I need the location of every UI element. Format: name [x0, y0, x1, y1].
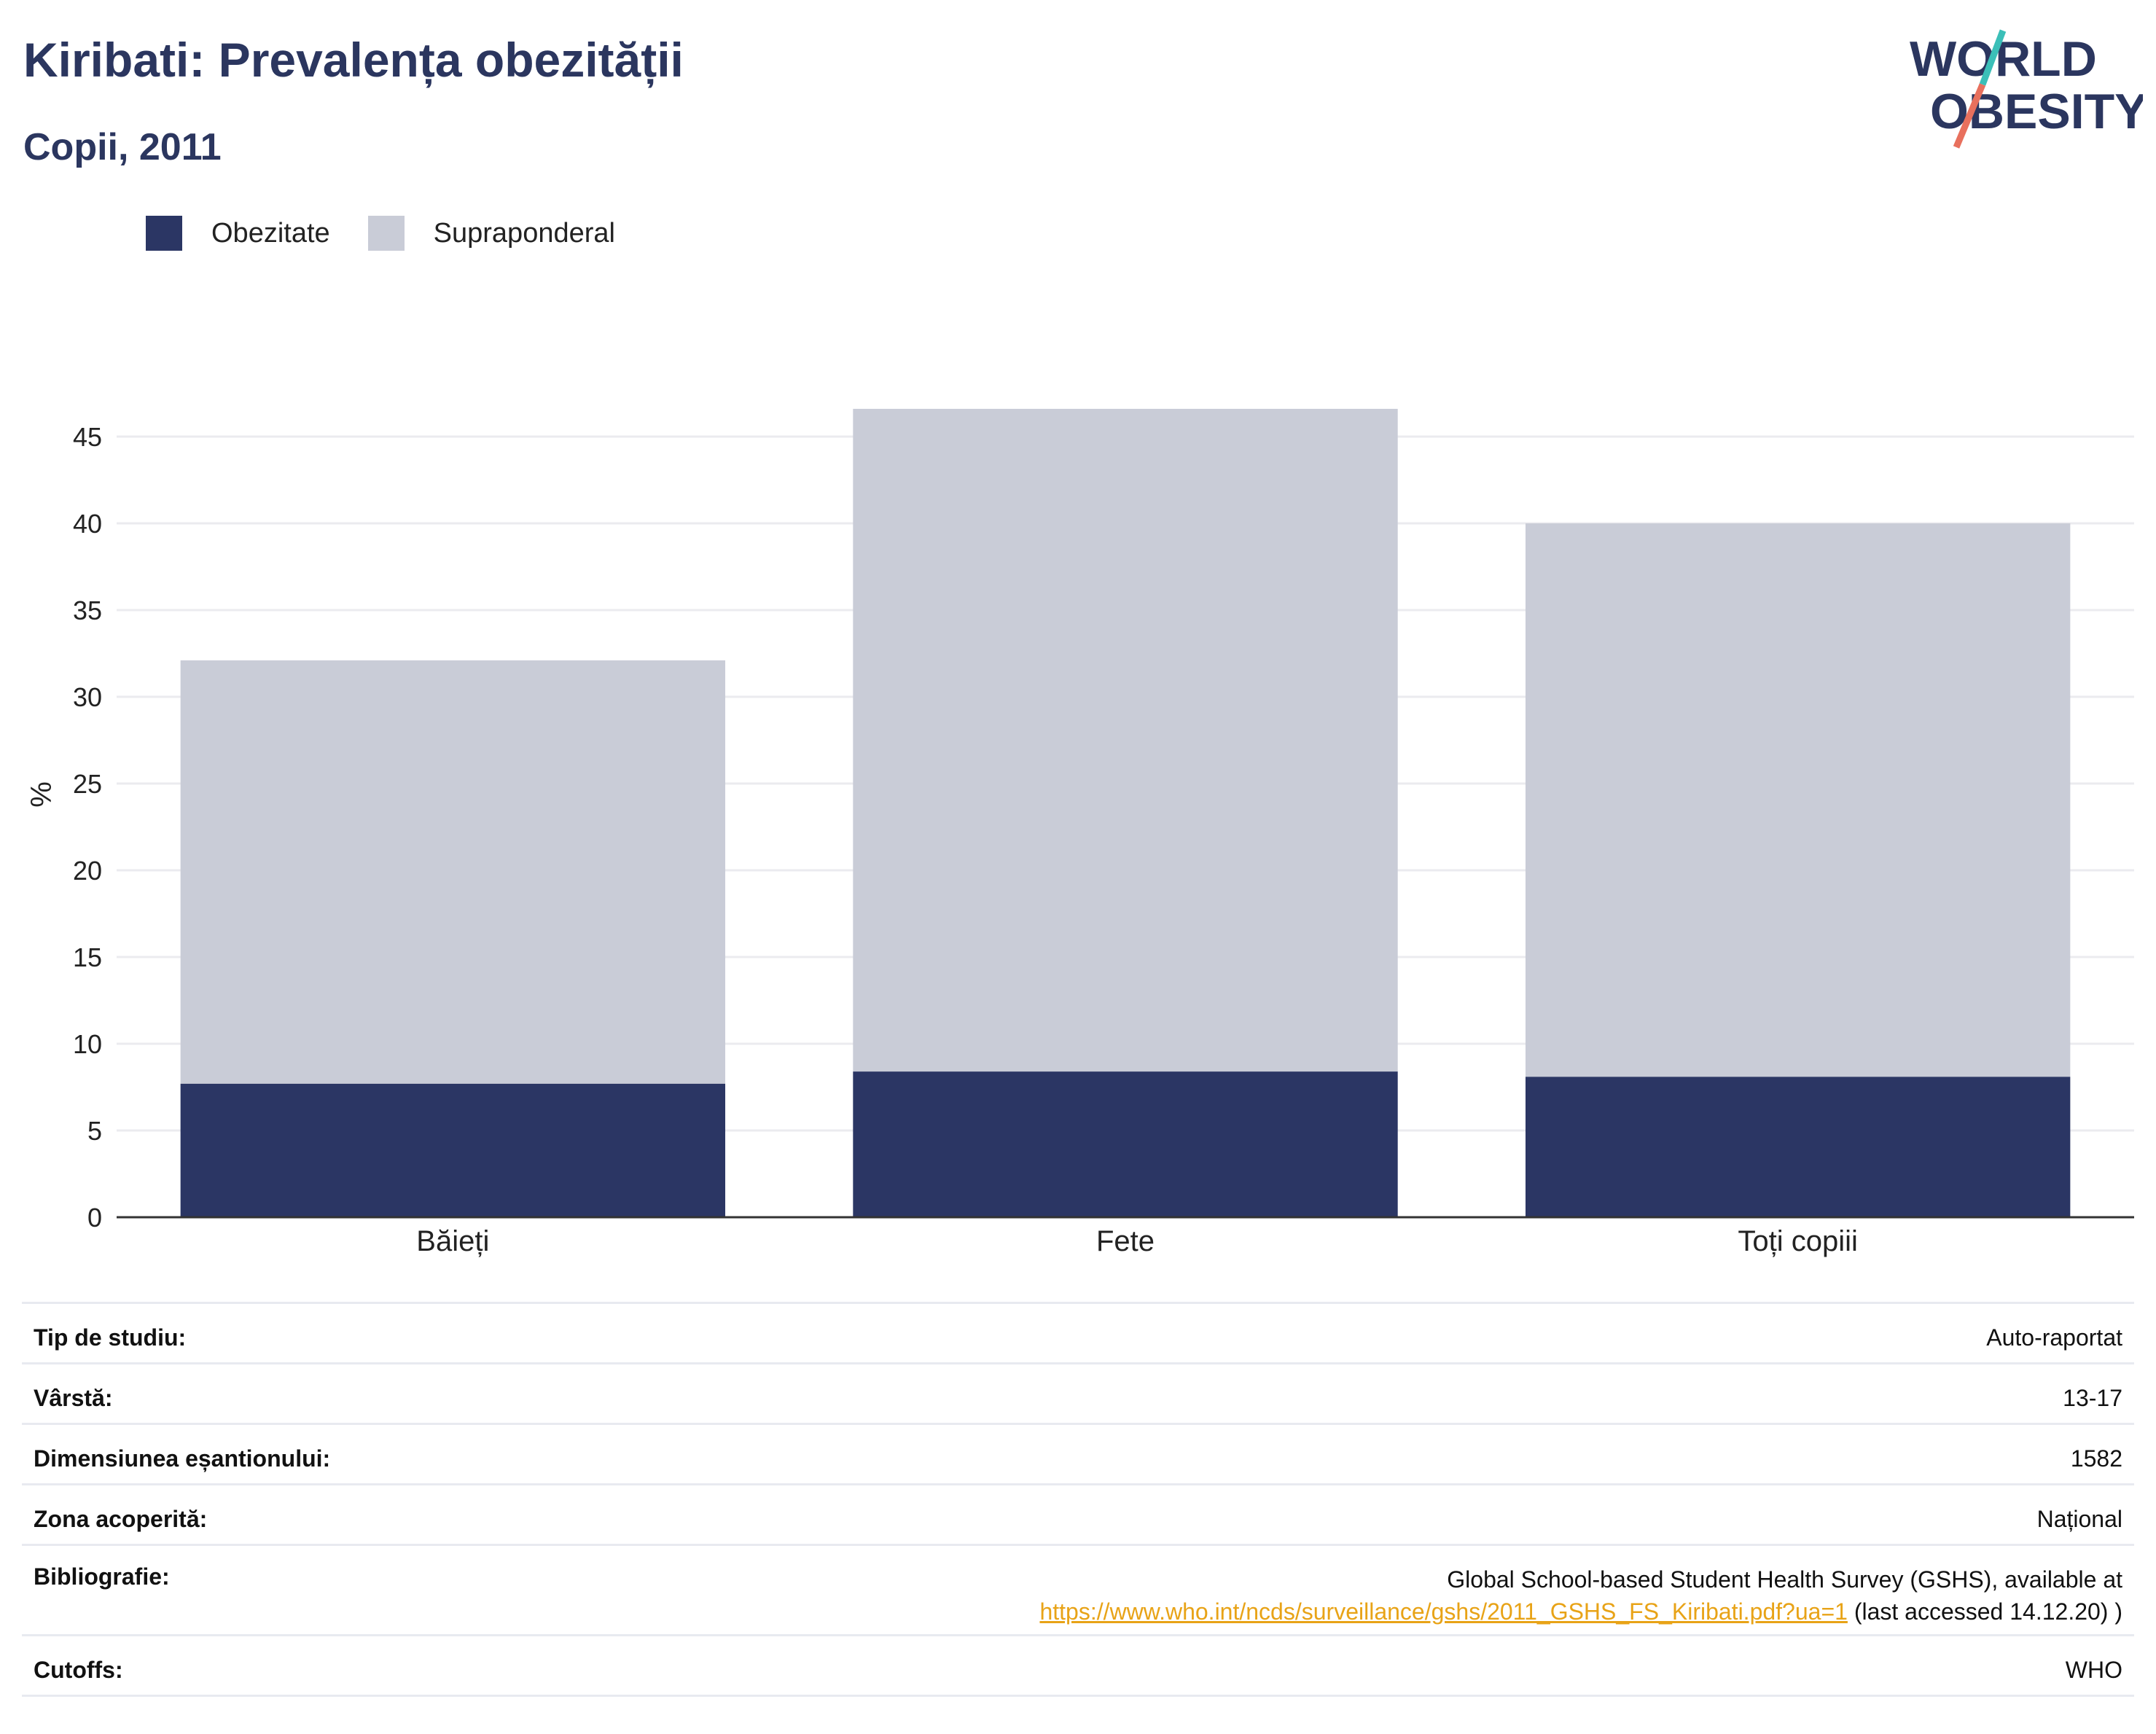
legend-swatch-supraponderal	[367, 216, 405, 251]
y-tick-label: 20	[73, 856, 102, 886]
info-label: Bibliografie:	[34, 1563, 170, 1590]
bar-supraponderal	[853, 408, 1398, 1072]
y-tick-label: 15	[73, 942, 102, 972]
info-value: Auto-raportat	[1986, 1324, 2122, 1351]
legend-item-obezitate[interactable]: Obezitate	[146, 216, 330, 251]
info-row: Vârstă: 13-17	[22, 1363, 2134, 1424]
y-axis-label: %	[26, 781, 58, 808]
chart-subtitle: Copii, 2011	[23, 126, 222, 168]
info-label: Zona acoperită:	[34, 1506, 208, 1532]
logo-text-world: WORLD	[1910, 31, 2097, 87]
bar-supraponderal	[1525, 523, 2071, 1077]
logo-slash-bottom	[1953, 83, 1986, 149]
y-tick-label: 0	[87, 1203, 102, 1233]
y-tick-label: 35	[73, 595, 102, 625]
world-obesity-logo: WORLD OBESITY	[1910, 29, 2143, 149]
chart-title: Kiribati: Prevalența obezității	[23, 33, 684, 87]
y-tick-label: 10	[73, 1029, 102, 1059]
info-value: Național	[2036, 1506, 2122, 1532]
y-tick-label: 40	[73, 509, 102, 539]
legend-swatch-obezitate	[146, 216, 182, 251]
bibliography-link[interactable]: https://www.who.int/ncds/surveillance/gs…	[1039, 1598, 1848, 1625]
info-value: 1582	[2070, 1445, 2122, 1472]
bar-obezitate	[180, 1083, 726, 1217]
info-value: 13-17	[2063, 1385, 2122, 1411]
bibliography-text: Global School-based Student Health Surve…	[1447, 1566, 2122, 1593]
info-label: Vârstă:	[34, 1385, 113, 1411]
bar-obezitate	[1525, 1077, 2071, 1217]
info-value: WHO	[2065, 1657, 2122, 1683]
x-tick-label: Fete	[1096, 1225, 1155, 1257]
info-row: Tip de studiu: Auto-raportat	[22, 1303, 2134, 1364]
bar-chart: 0 5 10 15 20 25 30 35 40 45% Băieți Fete Toți copiii	[26, 408, 2134, 1257]
bibliography-suffix: (last accessed 14.12.20) )	[1847, 1598, 2122, 1625]
legend-label-obezitate: Obezitate	[211, 217, 330, 249]
y-tick-label: 30	[73, 682, 102, 712]
bar-supraponderal	[180, 660, 726, 1084]
logo-slash-top	[1979, 29, 2007, 86]
info-row: Dimensiunea eșantionului: 1582	[22, 1423, 2134, 1485]
info-label: Cutoffs:	[34, 1657, 123, 1683]
study-info-table: Tip de studiu: Auto-raportat Vârstă: 13-…	[22, 1302, 2134, 1697]
legend-item-supraponderal[interactable]: Supraponderal	[367, 216, 615, 251]
legend: Obezitate Supraponderal	[146, 216, 653, 251]
info-label: Dimensiunea eșantionului:	[34, 1445, 331, 1472]
y-tick-label: 45	[73, 422, 102, 452]
x-tick-label: Băieți	[416, 1225, 489, 1257]
y-tick-label: 25	[73, 769, 102, 799]
x-tick-label: Toți copiii	[1738, 1225, 1858, 1257]
y-tick-label: 5	[87, 1116, 102, 1146]
info-row: Cutoffs: WHO	[22, 1635, 2134, 1696]
info-label: Tip de studiu:	[34, 1324, 187, 1351]
bar-obezitate	[853, 1071, 1398, 1217]
bibliography-value: Global School-based Student Health Surve…	[496, 1545, 2134, 1636]
info-row-bibliography: Bibliografie: Global School-based Studen…	[22, 1544, 2134, 1636]
legend-label-supraponderal: Supraponderal	[433, 217, 615, 249]
info-row: Zona acoperită: Național	[22, 1484, 2134, 1545]
